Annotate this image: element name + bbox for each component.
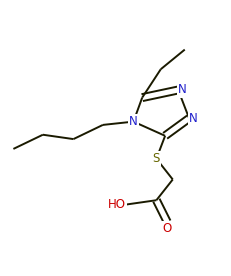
Text: S: S (152, 152, 159, 165)
Text: O: O (162, 222, 171, 235)
Text: HO: HO (107, 198, 125, 211)
Text: HO: HO (107, 198, 125, 211)
Text: S: S (152, 152, 159, 165)
Text: N: N (177, 83, 186, 97)
Text: O: O (162, 222, 171, 235)
Text: N: N (188, 112, 197, 125)
Text: N: N (188, 112, 197, 125)
Text: N: N (128, 115, 137, 128)
Text: N: N (177, 83, 186, 97)
Text: N: N (128, 115, 137, 128)
